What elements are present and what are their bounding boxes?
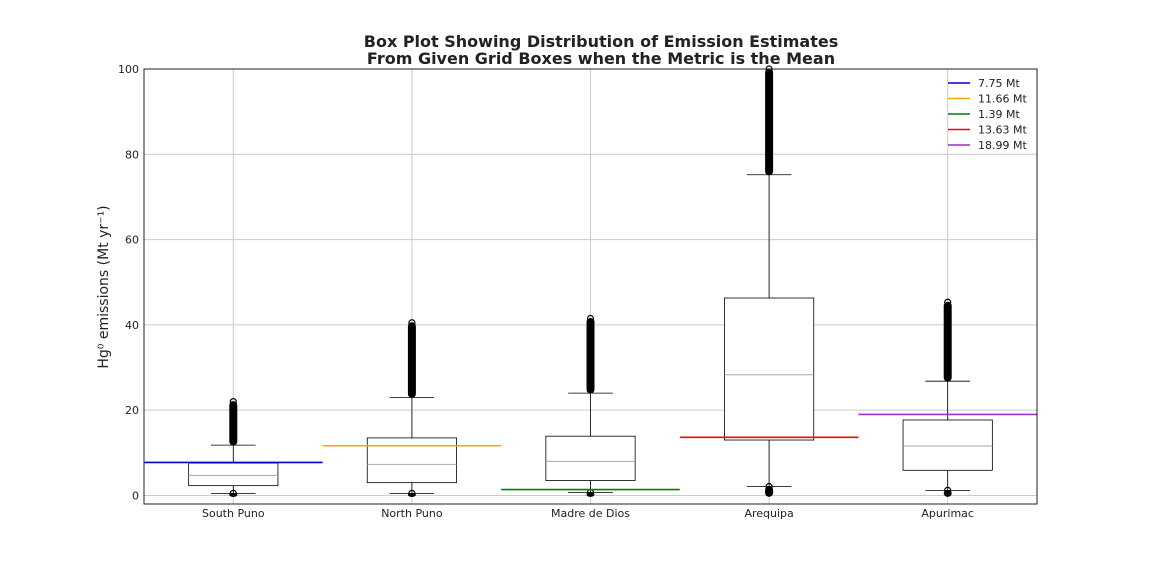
box-iqr bbox=[188, 462, 279, 487]
box-iqr bbox=[724, 297, 815, 441]
outliers-high bbox=[586, 317, 595, 394]
outliers-high bbox=[943, 301, 952, 382]
x-tick-label: Arequipa bbox=[744, 507, 793, 520]
x-tick-label: South Puno bbox=[202, 507, 265, 520]
outliers-high bbox=[765, 68, 774, 176]
y-tick-label: 40 bbox=[125, 319, 139, 332]
y-tick-label: 100 bbox=[118, 63, 139, 76]
y-tick-label: 20 bbox=[125, 404, 139, 417]
y-axis-label: Hg⁰ emissions (Mt yr⁻¹) bbox=[96, 205, 112, 368]
y-tick-label: 0 bbox=[132, 489, 139, 502]
outliers-high-end bbox=[944, 298, 952, 306]
outliers-high-end bbox=[229, 398, 237, 406]
outliers-high bbox=[229, 401, 238, 446]
box-iqr bbox=[902, 419, 993, 471]
x-tick-label: Madre de Dios bbox=[551, 507, 630, 520]
box-layer bbox=[188, 65, 993, 497]
legend-label: 7.75 Mt bbox=[978, 77, 1020, 90]
outliers-high-end bbox=[586, 314, 595, 323]
box-iqr bbox=[366, 437, 457, 484]
legend-label: 1.39 Mt bbox=[978, 108, 1020, 121]
legend-label: 18.99 Mt bbox=[978, 139, 1027, 152]
plot-area-frame bbox=[143, 68, 1038, 505]
reference-lines-layer bbox=[144, 413, 1037, 491]
outliers-high bbox=[407, 322, 416, 398]
x-tick-label: North Puno bbox=[381, 507, 443, 520]
outliers-high-end bbox=[408, 319, 416, 327]
legend-label: 11.66 Mt bbox=[978, 93, 1027, 106]
legend: 7.75 Mt 11.66 Mt 1.39 Mt 13.63 Mt 18.99 Mt bbox=[948, 77, 1027, 152]
y-tick-label: 80 bbox=[125, 148, 139, 161]
axis-layer: 0 20 40 60 80 100 South Puno North Puno Madre de… bbox=[118, 63, 974, 520]
chart-title-line2: From Given Grid Boxes when the Metric is… bbox=[367, 49, 835, 68]
legend-label: 13.63 Mt bbox=[978, 124, 1027, 137]
box-iqr bbox=[545, 435, 636, 481]
y-tick-label: 60 bbox=[125, 234, 139, 247]
x-tick-label: Apurimac bbox=[921, 507, 974, 520]
chart-title-line1: Box Plot Showing Distribution of Emissio… bbox=[364, 32, 839, 51]
